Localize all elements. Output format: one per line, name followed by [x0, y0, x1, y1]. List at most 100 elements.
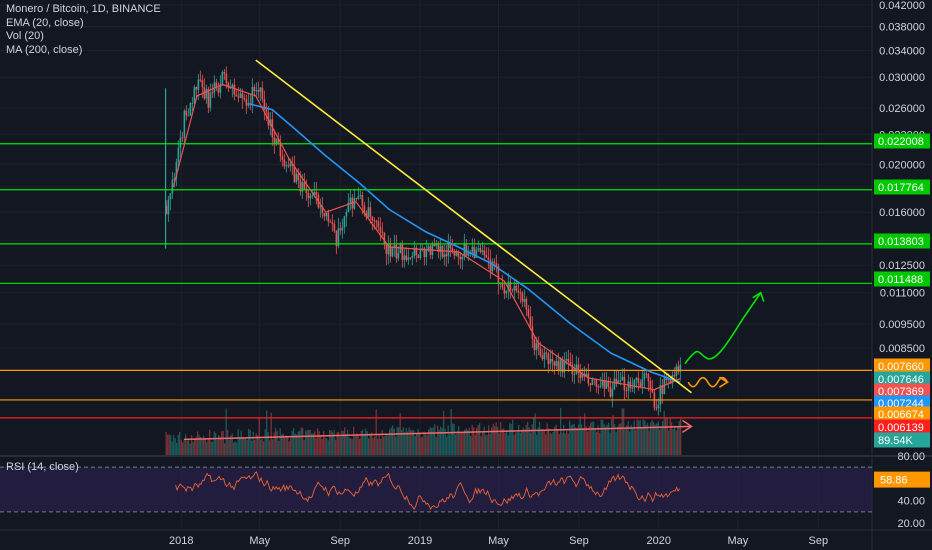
candle-body — [441, 245, 444, 258]
volume-bar — [165, 432, 167, 455]
candle-body — [601, 380, 604, 386]
price-badge-label: 0.011488 — [878, 274, 923, 286]
volume-bar — [651, 419, 653, 455]
y-tick-label: 0.011000 — [880, 288, 925, 300]
x-tick-label: 2018 — [169, 535, 193, 547]
volume-bar — [591, 421, 593, 455]
volume-bar — [288, 441, 290, 455]
candle-body — [411, 255, 414, 258]
y-tick-label: 0.012500 — [879, 260, 925, 272]
volume-bar — [527, 421, 529, 455]
volume-bar — [482, 432, 484, 455]
volume-bar — [588, 426, 590, 455]
volume-bar — [566, 428, 568, 455]
candle-body — [325, 212, 328, 217]
candle-body — [551, 358, 554, 362]
volume-bar — [630, 424, 632, 455]
candle-body — [179, 137, 182, 148]
volume-bar — [449, 434, 451, 455]
volume-bar — [341, 430, 343, 455]
volume-bar — [366, 431, 368, 455]
bullish-projection-curve — [684, 292, 762, 365]
candle-body — [175, 162, 178, 179]
volume-bar — [272, 439, 274, 455]
volume-bar — [585, 426, 587, 455]
price-badge — [874, 383, 930, 399]
volume-bar — [519, 432, 521, 455]
volume-bar — [590, 422, 592, 455]
candle-body — [597, 386, 600, 388]
volume-bar — [314, 431, 316, 455]
volume-bar — [231, 433, 233, 455]
volume-trendline — [183, 425, 692, 441]
volume-bar — [533, 417, 535, 455]
volume-bar — [275, 428, 277, 455]
volume-bar — [291, 430, 293, 455]
candle-body — [207, 88, 210, 108]
volume-bar — [477, 424, 479, 455]
volume-bar — [488, 425, 490, 455]
volume-bar — [197, 431, 199, 455]
volume-bar — [389, 429, 391, 455]
volume-bar — [183, 440, 185, 455]
candle-body — [587, 373, 590, 384]
descending-trendline — [255, 59, 692, 394]
volume-bar — [648, 430, 650, 455]
volume-bar — [476, 427, 478, 455]
volume-bar — [332, 432, 334, 455]
candle-body — [639, 382, 642, 387]
candle-body — [669, 378, 672, 384]
volume-bar — [315, 438, 317, 455]
volume-bar — [485, 434, 487, 455]
volume-bar — [360, 430, 362, 455]
candle-body — [281, 155, 284, 160]
volume-bar — [368, 438, 370, 455]
volume-bar — [362, 429, 364, 455]
rsi-tick-label: 40.00 — [897, 496, 925, 508]
candle-body — [205, 88, 208, 99]
candle-body — [501, 282, 504, 288]
candle-body — [623, 376, 626, 391]
volume-bar — [554, 426, 556, 455]
volume-bar — [243, 437, 245, 455]
volume-bar — [426, 435, 428, 455]
y-tick-label: 0.038000 — [879, 21, 925, 33]
volume-bar — [552, 431, 554, 455]
volume-bar — [549, 432, 551, 455]
volume-bar — [594, 428, 596, 455]
candle-body — [403, 255, 406, 260]
candle-body — [321, 205, 324, 214]
candle-body — [525, 298, 528, 310]
candle-body — [523, 298, 526, 302]
candle-body — [485, 255, 488, 258]
y-tick-label: 0.009500 — [879, 319, 925, 331]
volume-bar — [474, 434, 476, 455]
volume-bar — [170, 435, 172, 455]
volume-bar — [254, 439, 256, 455]
candle-body — [455, 252, 458, 256]
volume-bar — [453, 424, 455, 455]
candle-body — [409, 257, 412, 259]
candle-body — [229, 87, 232, 89]
candle-body — [241, 93, 244, 99]
price-badge — [874, 406, 930, 422]
volume-bar — [437, 425, 439, 455]
volume-bar — [455, 434, 457, 455]
candle-body — [305, 188, 308, 194]
volume-bars — [165, 407, 682, 455]
volume-bar — [413, 430, 415, 455]
candle-body — [273, 137, 276, 145]
candle-body — [265, 109, 268, 113]
candle-body — [413, 247, 416, 256]
volume-bar — [617, 426, 619, 455]
candle-body — [641, 379, 644, 387]
volume-bar — [225, 408, 227, 455]
candle-body — [363, 205, 366, 213]
candle-body — [649, 381, 652, 389]
candle-body — [367, 207, 370, 218]
x-tick-label: May — [249, 535, 270, 547]
volume-bar — [567, 433, 569, 455]
candle-body — [673, 375, 676, 377]
candle-body — [481, 250, 484, 253]
